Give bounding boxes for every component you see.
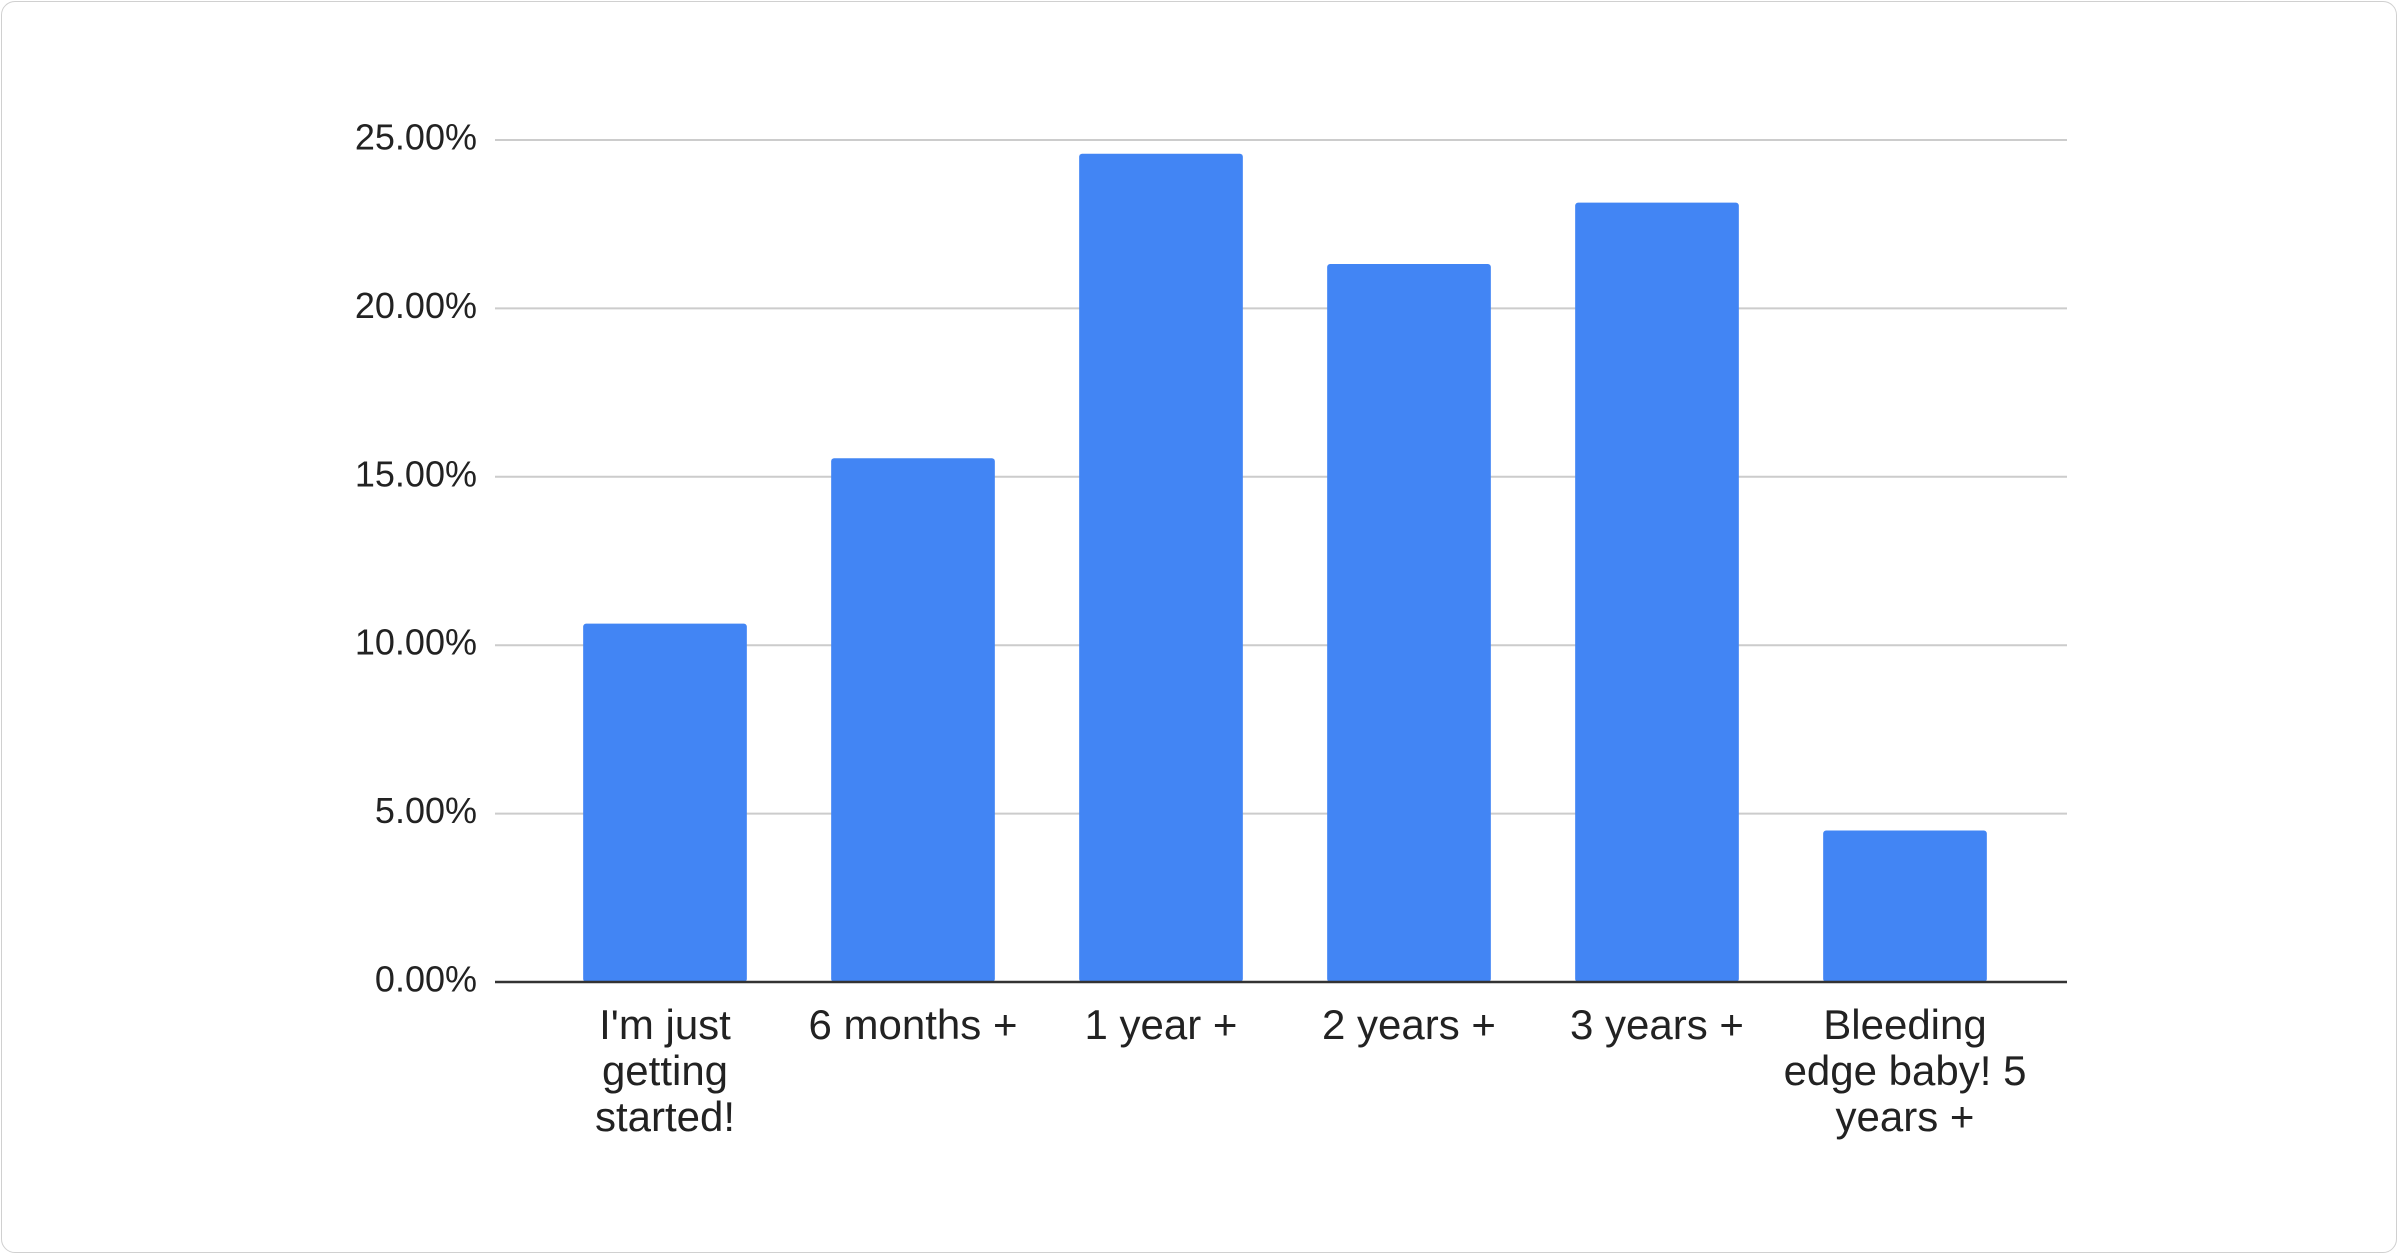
x-tick-label: Bleeding edge baby! 5 years + (1783, 1001, 2027, 1140)
bar (1575, 202, 1739, 983)
bar (1079, 153, 1243, 982)
y-tick-label: 25.00% (355, 117, 477, 158)
bar (1327, 263, 1491, 983)
y-tick-label: 10.00% (355, 622, 477, 663)
bar (831, 458, 995, 982)
x-tick-label: 1 year + (1084, 1001, 1238, 1048)
x-tick-label: 3 years + (1570, 1001, 1744, 1048)
x-tick-label: 2 years + (1322, 1001, 1496, 1048)
x-tick-label: I'm just getting started! (594, 1001, 736, 1140)
y-tick-label: 20.00% (355, 285, 477, 326)
x-tick-label: 6 months + (808, 1001, 1018, 1048)
bar (583, 623, 747, 982)
y-tick-label: 0.00% (375, 959, 477, 1000)
bar (1823, 830, 1987, 982)
y-tick-label: 15.00% (355, 453, 477, 494)
y-tick-label: 5.00% (375, 790, 477, 831)
